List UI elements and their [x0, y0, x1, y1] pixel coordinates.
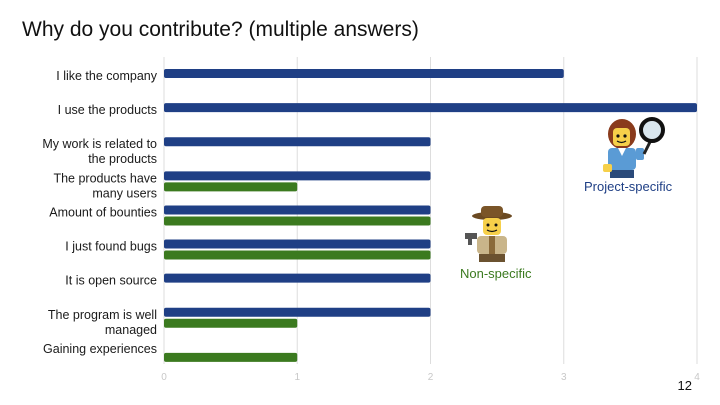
category-label: My work is related to the products [42, 137, 157, 166]
project-specific-bar [164, 69, 564, 78]
x-tick-label: 4 [694, 372, 700, 383]
project-specific-label: Project-specific [584, 179, 673, 194]
x-tick-label: 0 [161, 372, 167, 383]
non-specific-bar [164, 182, 298, 192]
explorer-minifigure-icon [465, 206, 512, 262]
project-specific-bar [164, 103, 697, 113]
project-specific-bar [164, 205, 431, 215]
category-label: I just found bugs [65, 240, 157, 254]
slide-title: Why do you contribute? (multiple answers… [22, 18, 419, 41]
non-specific-label: Non-specific [460, 266, 532, 281]
project-specific-bar [164, 171, 431, 181]
x-tick-label: 1 [294, 372, 300, 383]
non-specific-bar [164, 318, 298, 328]
detective-minifigure-icon [603, 117, 665, 178]
project-specific-bar [164, 307, 431, 317]
category-label: I use the products [58, 103, 157, 117]
category-label: The products have many users [53, 171, 157, 200]
category-label: Gaining experiences [43, 342, 157, 356]
project-specific-bar [164, 273, 431, 283]
category-label: The program is well managed [48, 308, 157, 337]
non-specific-bar [164, 352, 298, 362]
non-specific-bar [164, 250, 431, 260]
x-tick-label: 2 [428, 372, 434, 383]
non-specific-bar [164, 216, 431, 226]
project-specific-bar [164, 239, 431, 249]
x-tick-label: 3 [561, 372, 567, 383]
page-number: 12 [677, 378, 692, 393]
category-label: Amount of bounties [49, 205, 157, 219]
category-label: I like the company [56, 69, 157, 83]
project-specific-bar [164, 137, 431, 147]
category-label: It is open source [65, 274, 157, 288]
